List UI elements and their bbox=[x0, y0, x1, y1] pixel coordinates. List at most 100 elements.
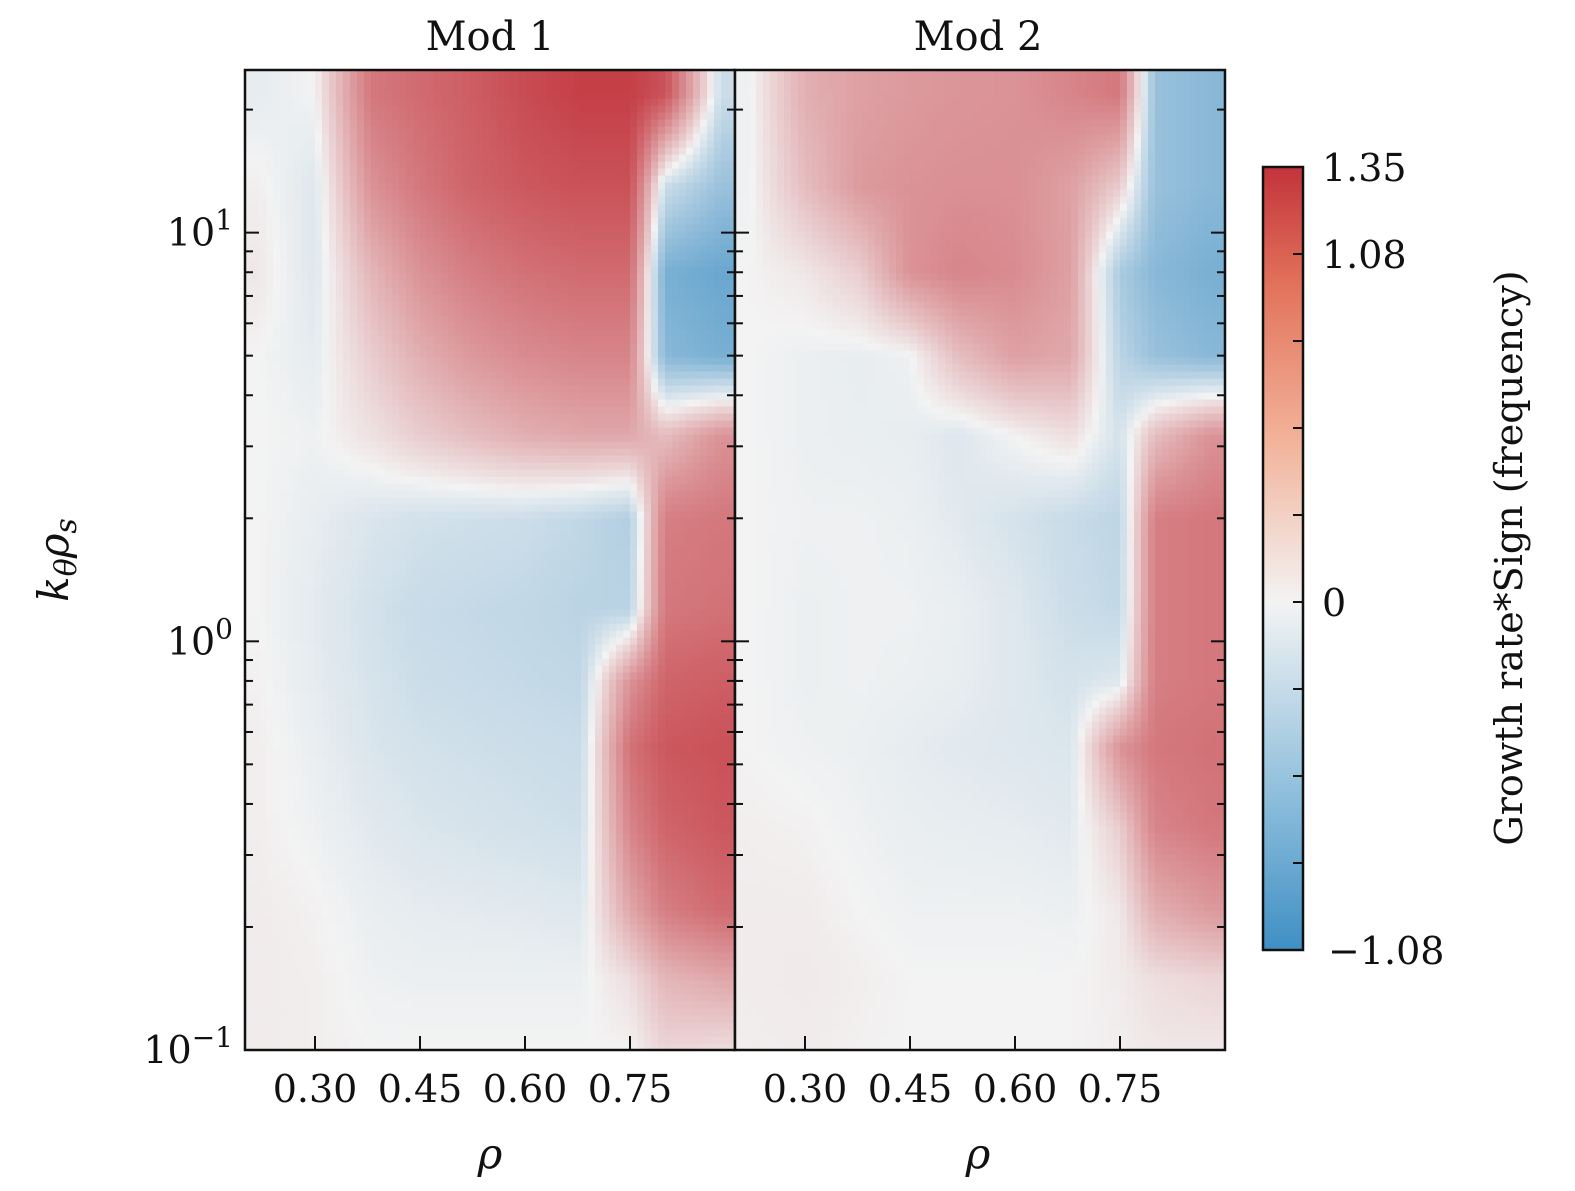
heatmap-cell bbox=[616, 742, 624, 750]
heatmap-cell bbox=[343, 756, 351, 764]
heatmap-cell bbox=[420, 798, 428, 806]
heatmap-cell bbox=[581, 700, 589, 708]
heatmap-cell bbox=[399, 798, 407, 806]
heatmap-cell bbox=[644, 1029, 652, 1037]
heatmap-cell bbox=[679, 819, 687, 827]
heatmap-cell bbox=[574, 644, 582, 652]
heatmap-cell bbox=[504, 763, 512, 771]
heatmap-cell bbox=[546, 609, 554, 617]
heatmap-cell bbox=[371, 973, 379, 981]
heatmap-cell bbox=[441, 910, 449, 918]
heatmap-cell bbox=[581, 721, 589, 729]
heatmap-cell bbox=[609, 861, 617, 869]
heatmap-cell bbox=[350, 777, 358, 785]
heatmap-cell bbox=[315, 1022, 323, 1030]
heatmap-cell bbox=[259, 609, 267, 617]
heatmap-cell bbox=[434, 623, 442, 631]
heatmap-cell bbox=[364, 987, 372, 995]
heatmap-cell bbox=[448, 777, 456, 785]
heatmap-cell bbox=[539, 553, 547, 561]
heatmap-cell bbox=[609, 924, 617, 932]
heatmap-cell bbox=[672, 623, 680, 631]
heatmap-cell bbox=[434, 896, 442, 904]
heatmap-cell bbox=[665, 616, 673, 624]
heatmap-cell bbox=[574, 784, 582, 792]
heatmap-cell bbox=[266, 875, 274, 883]
heatmap-cell bbox=[707, 693, 715, 701]
heatmap-cell bbox=[336, 889, 344, 897]
heatmap-cell bbox=[315, 567, 323, 575]
heatmap-cell bbox=[714, 728, 722, 736]
heatmap-cell bbox=[371, 931, 379, 939]
heatmap-cell bbox=[560, 840, 568, 848]
heatmap-cell bbox=[476, 896, 484, 904]
heatmap-cell bbox=[574, 707, 582, 715]
heatmap-cell bbox=[252, 973, 260, 981]
heatmap-cell bbox=[259, 847, 267, 855]
heatmap-cell bbox=[259, 700, 267, 708]
heatmap-cell bbox=[413, 581, 421, 589]
heatmap-cell bbox=[497, 903, 505, 911]
heatmap-cell bbox=[287, 868, 295, 876]
heatmap-cell bbox=[392, 840, 400, 848]
heatmap-cell bbox=[259, 931, 267, 939]
heatmap-cell bbox=[651, 812, 659, 820]
heatmap-cell bbox=[364, 721, 372, 729]
heatmap-cell bbox=[532, 945, 540, 953]
heatmap-cell bbox=[476, 763, 484, 771]
heatmap-cell bbox=[574, 791, 582, 799]
heatmap-cell bbox=[700, 798, 708, 806]
heatmap-cell bbox=[483, 637, 491, 645]
heatmap-cell bbox=[553, 1008, 561, 1016]
heatmap-cell bbox=[588, 805, 596, 813]
heatmap-cell bbox=[518, 805, 526, 813]
heatmap-cell bbox=[595, 693, 603, 701]
heatmap-cell bbox=[462, 1015, 470, 1023]
heatmap-cell bbox=[280, 665, 288, 673]
heatmap-cell bbox=[434, 609, 442, 617]
heatmap-cell bbox=[294, 560, 302, 568]
heatmap-cell bbox=[665, 791, 673, 799]
heatmap-cell bbox=[651, 609, 659, 617]
heatmap-cell bbox=[574, 861, 582, 869]
heatmap-cell bbox=[525, 805, 533, 813]
heatmap-cell bbox=[504, 896, 512, 904]
heatmap-cell bbox=[315, 1015, 323, 1023]
heatmap-cell bbox=[448, 959, 456, 967]
heatmap-cell bbox=[518, 595, 526, 603]
heatmap-cell bbox=[406, 1015, 414, 1023]
heatmap-cell bbox=[560, 651, 568, 659]
heatmap-cell bbox=[658, 875, 666, 883]
heatmap-cell bbox=[581, 854, 589, 862]
heatmap-cell bbox=[511, 1022, 519, 1030]
heatmap-cell bbox=[511, 854, 519, 862]
heatmap-cell bbox=[308, 966, 316, 974]
heatmap-cell bbox=[252, 770, 260, 778]
heatmap-cell bbox=[385, 854, 393, 862]
heatmap-cell bbox=[420, 756, 428, 764]
heatmap-cell bbox=[259, 560, 267, 568]
heatmap-cell bbox=[336, 875, 344, 883]
heatmap-cell bbox=[672, 763, 680, 771]
heatmap-cell bbox=[588, 812, 596, 820]
heatmap-cell bbox=[336, 630, 344, 638]
heatmap-cell bbox=[700, 644, 708, 652]
heatmap-cell bbox=[301, 658, 309, 666]
heatmap-cell bbox=[399, 728, 407, 736]
heatmap-cell bbox=[294, 784, 302, 792]
heatmap-cell bbox=[399, 756, 407, 764]
heatmap-cell bbox=[427, 721, 435, 729]
heatmap-cell bbox=[252, 854, 260, 862]
heatmap-cell bbox=[441, 651, 449, 659]
heatmap-cell bbox=[602, 686, 610, 694]
heatmap-cell bbox=[406, 924, 414, 932]
heatmap-cell bbox=[497, 938, 505, 946]
heatmap-cell bbox=[413, 945, 421, 953]
heatmap-cell bbox=[686, 945, 694, 953]
heatmap-cell bbox=[707, 889, 715, 897]
heatmap-cell bbox=[427, 826, 435, 834]
heatmap-cell bbox=[434, 770, 442, 778]
heatmap-cell bbox=[525, 567, 533, 575]
heatmap-cell bbox=[301, 700, 309, 708]
heatmap-cell bbox=[273, 588, 281, 596]
